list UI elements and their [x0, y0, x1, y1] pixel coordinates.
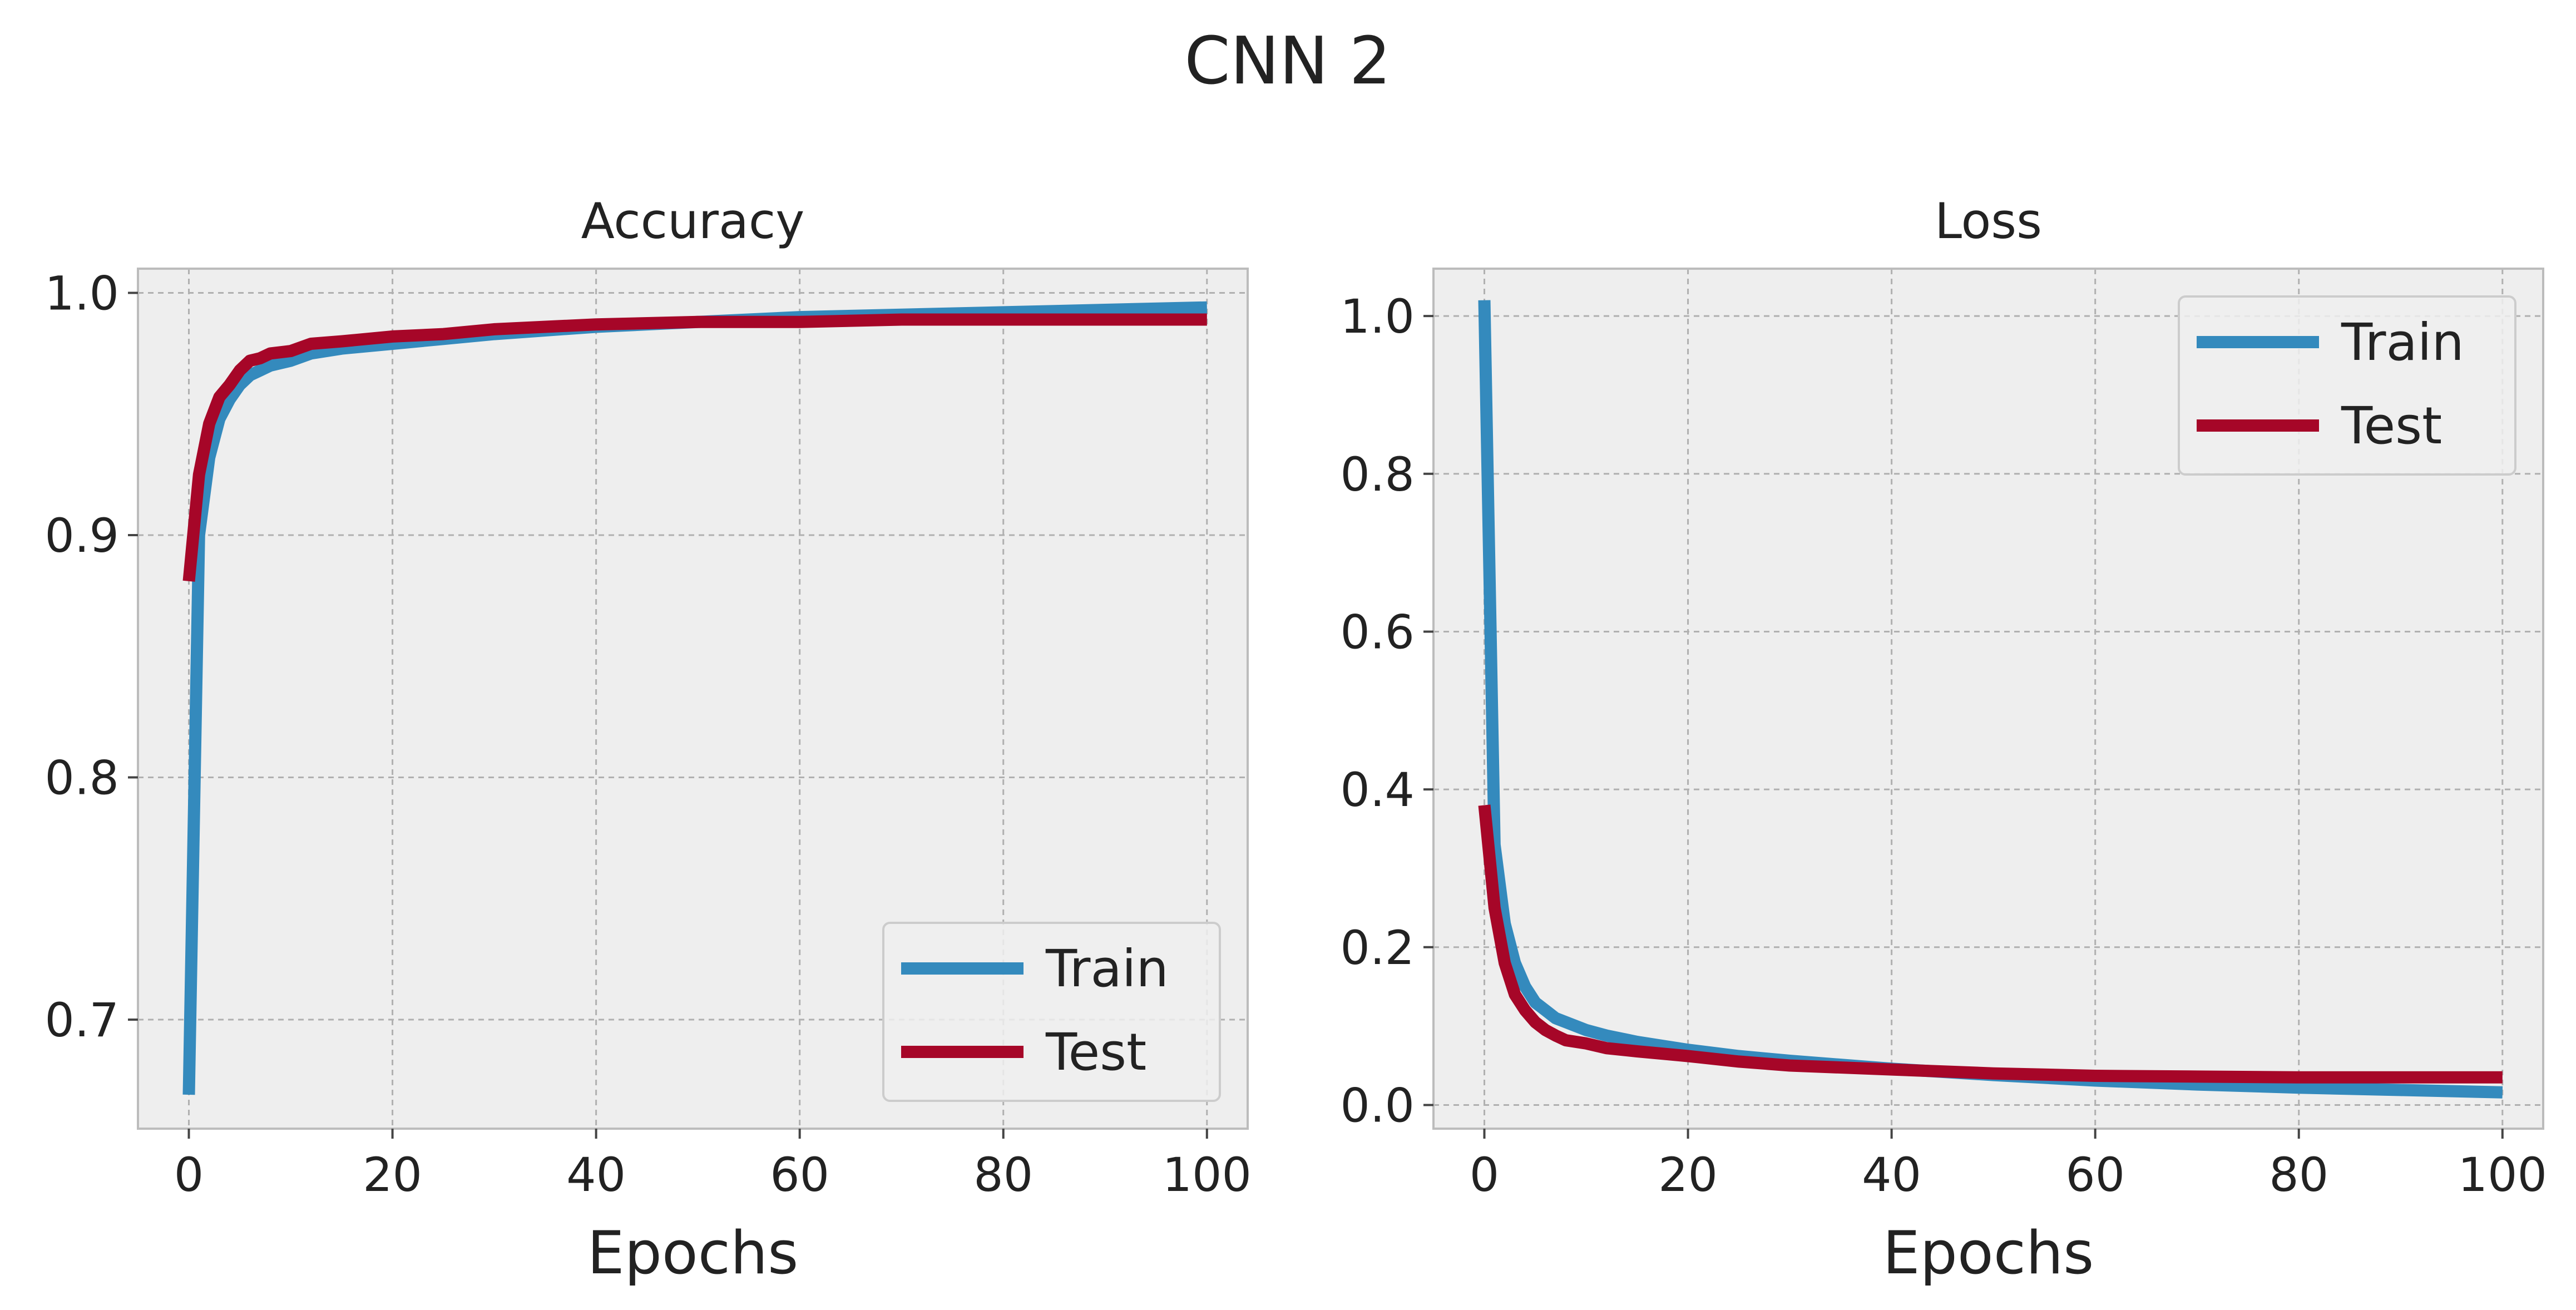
loss-xlabel: Epochs	[1883, 1219, 2094, 1287]
accuracy-xtick-label-0: 0	[174, 1148, 204, 1202]
loss-legend-label-test: Test	[2341, 396, 2442, 456]
loss-series-train	[1478, 300, 2503, 1099]
accuracy-axes-frame	[137, 268, 1249, 1130]
accuracy-ytick-label-2: 0.9	[45, 508, 119, 563]
loss-ytick-label-1: 0.2	[1340, 921, 1415, 975]
loss-title: Loss	[1935, 192, 2042, 250]
accuracy-xtick-label-3: 60	[770, 1148, 829, 1202]
loss-ytick-label-3: 0.6	[1340, 605, 1415, 659]
figure-title: CNN 2	[1184, 22, 1391, 99]
loss-ytick-label-4: 0.8	[1340, 447, 1415, 502]
accuracy-xtick-label-5: 100	[1163, 1148, 1252, 1202]
accuracy-chart: 0 20 40 60 80 100 0.7 0.8 0.9 1.0 Accuracy Epochs Tr…	[45, 192, 1252, 1287]
accuracy-legend-label-train: Train	[1045, 939, 1169, 998]
accuracy-xlabel: Epochs	[587, 1219, 799, 1287]
loss-legend: Train Test	[2178, 295, 2516, 476]
accuracy-xtick-label-2: 40	[566, 1148, 626, 1202]
loss-xtick-label-1: 20	[1658, 1148, 1718, 1202]
loss-axes-frame	[1432, 268, 2544, 1130]
loss-legend-label-train: Train	[2341, 313, 2464, 372]
loss-ytick-label-2: 0.4	[1340, 763, 1415, 817]
loss-ytick-label-5: 1.0	[1340, 289, 1415, 344]
loss-xtick-label-2: 40	[1862, 1148, 1921, 1202]
loss-xtick-label-4: 80	[2269, 1148, 2328, 1202]
loss-xtick-label-5: 100	[2458, 1148, 2547, 1202]
loss-xtick-label-0: 0	[1470, 1148, 1499, 1202]
accuracy-xtick-label-4: 80	[973, 1148, 1033, 1202]
loss-series-test	[1478, 804, 2503, 1084]
accuracy-series-test	[182, 313, 1207, 582]
accuracy-xtick-label-1: 20	[363, 1148, 422, 1202]
accuracy-ytick-label-0: 0.7	[45, 993, 119, 1047]
accuracy-ytick-label-1: 0.8	[45, 751, 119, 805]
accuracy-legend: Train Test	[882, 922, 1221, 1102]
loss-xtick-label-3: 60	[2065, 1148, 2125, 1202]
accuracy-title: Accuracy	[581, 192, 805, 250]
loss-ytick-label-0: 0.0	[1340, 1078, 1415, 1133]
loss-chart: 0 20 40 60 80 100 0.0 0.2 0.4 0.6 0.8 1.0 Loss Epochs…	[1340, 192, 2547, 1287]
accuracy-ytick-label-3: 1.0	[45, 266, 119, 321]
accuracy-legend-label-test: Test	[1045, 1022, 1146, 1082]
